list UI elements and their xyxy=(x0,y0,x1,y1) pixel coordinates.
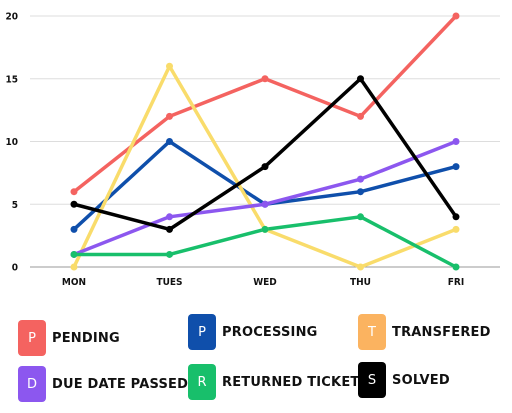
legend-swatch-transfered: T xyxy=(358,314,386,350)
legend-item-due-date-passed: D DUE DATE PASSED xyxy=(18,366,188,402)
x-tick-label-mon: MON xyxy=(62,277,86,288)
axis-labels: 0 5 10 15 20 MON TUES WED THU FRI xyxy=(5,12,464,289)
data-point-solved-tues xyxy=(166,225,173,233)
data-point-returned-ticket-thu xyxy=(357,213,364,221)
data-point-processing-fri xyxy=(452,163,460,171)
data-point-pending-tues xyxy=(166,112,173,120)
legend-label-solved: SOLVED xyxy=(392,372,450,388)
data-point-returned-ticket-wed xyxy=(261,225,269,233)
legend-label-due-date-passed: DUE DATE PASSED xyxy=(52,376,189,392)
y-tick-label-0: 0 xyxy=(12,263,18,274)
series-points xyxy=(70,12,460,271)
data-point-solved-fri xyxy=(452,213,460,221)
data-point-processing-thu xyxy=(357,188,364,196)
y-tick-label-20: 20 xyxy=(5,12,18,23)
series-line-processing xyxy=(72,139,458,232)
legend-label-returned-ticket: RETURNED TICKET xyxy=(222,374,360,390)
line-chart: 0 5 10 15 20 MON TUES WED THU FRI xyxy=(5,12,500,289)
x-tick-label-fri: FRI xyxy=(448,277,464,288)
legend-swatch-returned-ticket: R xyxy=(188,364,216,400)
legend: P PENDING P PROCESSING T TRANSFERED D DU… xyxy=(0,312,512,412)
legend-swatch-processing: P xyxy=(188,314,216,350)
data-point-pending-fri xyxy=(452,12,460,20)
data-point-solved-wed xyxy=(261,163,269,171)
data-point-processing-mon xyxy=(70,225,78,233)
data-point-processing-tues xyxy=(166,138,173,145)
y-tick-label-5: 5 xyxy=(12,200,18,211)
data-point-due-date-passed-fri xyxy=(452,138,460,145)
data-point-due-date-passed-tues xyxy=(166,213,173,221)
legend-item-solved: S SOLVED xyxy=(358,362,450,398)
y-tick-label-10: 10 xyxy=(5,137,18,148)
legend-swatch-due-date-passed: D xyxy=(18,366,46,402)
data-point-transfered-mon xyxy=(70,263,78,271)
data-point-pending-thu xyxy=(357,112,364,120)
x-tick-label-tues: TUES xyxy=(156,277,182,288)
data-point-solved-mon xyxy=(70,200,78,208)
x-tick-label-wed: WED xyxy=(253,277,277,288)
series-line-returned-ticket xyxy=(72,215,458,269)
legend-swatch-solved: S xyxy=(358,362,386,398)
legend-item-processing: P PROCESSING xyxy=(188,314,318,350)
legend-label-pending: PENDING xyxy=(52,330,120,346)
data-point-due-date-passed-wed xyxy=(261,200,269,208)
x-tick-label-thu: THU xyxy=(350,277,371,288)
data-point-transfered-fri xyxy=(452,225,460,233)
data-point-transfered-tues xyxy=(166,62,173,70)
data-point-returned-ticket-fri xyxy=(452,263,460,271)
y-tick-label-15: 15 xyxy=(5,74,18,85)
legend-label-processing: PROCESSING xyxy=(222,324,318,340)
grid-lines xyxy=(30,15,500,268)
data-point-transfered-thu xyxy=(357,263,364,271)
legend-label-transfered: TRANSFERED xyxy=(392,324,491,340)
legend-item-returned-ticket: R RETURNED TICKET xyxy=(188,364,359,400)
data-point-due-date-passed-thu xyxy=(357,175,364,183)
data-point-pending-mon xyxy=(70,188,78,196)
legend-swatch-pending: P xyxy=(18,320,46,356)
data-point-returned-ticket-tues xyxy=(166,250,173,258)
data-point-solved-thu xyxy=(357,75,364,83)
data-point-pending-wed xyxy=(261,75,269,83)
legend-item-pending: P PENDING xyxy=(18,320,120,356)
legend-item-transfered: T TRANSFERED xyxy=(358,314,491,350)
data-point-returned-ticket-mon xyxy=(70,250,78,258)
